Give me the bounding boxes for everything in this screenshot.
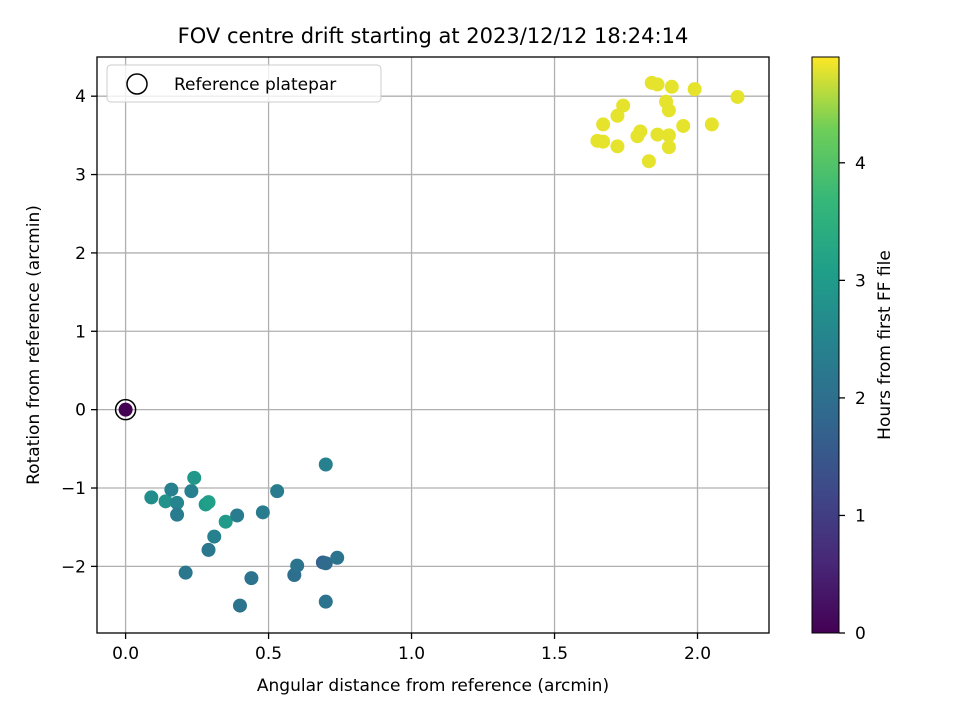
- scatter-point: [676, 118, 691, 133]
- scatter-point: [650, 127, 665, 142]
- scatter-point: [170, 507, 185, 522]
- colorbar-gradient: [811, 56, 840, 634]
- scatter-point: [596, 117, 611, 132]
- scatter-point: [610, 139, 625, 154]
- scatter-point: [230, 508, 245, 523]
- scatter-point: [318, 594, 333, 609]
- y-tick-label: 2: [75, 244, 86, 264]
- scatter-point: [290, 558, 305, 573]
- reference-platepar-marker: [114, 398, 137, 421]
- y-axis: −2 −1 0 1 2 3 4: [61, 87, 97, 577]
- scatter-point: [187, 470, 202, 485]
- scatter-point: [244, 571, 259, 586]
- scatter-point: [633, 124, 648, 139]
- y-axis-label: Rotation from reference (arcmin): [24, 205, 44, 485]
- scatter-point: [118, 402, 133, 417]
- x-tick-label: 0.5: [255, 644, 282, 664]
- y-tick-label: 4: [75, 87, 86, 107]
- scatter-points: [114, 75, 745, 613]
- colorbar-tick-label: 0: [855, 624, 866, 644]
- scatter-point: [201, 495, 216, 510]
- colorbar-label: Hours from first FF file: [875, 250, 895, 440]
- legend-label: Reference platepar: [174, 75, 336, 95]
- colorbar-tick-label: 2: [855, 389, 866, 409]
- scatter-point: [730, 89, 745, 104]
- legend: Reference platepar: [106, 64, 382, 103]
- y-tick-label: 1: [75, 322, 86, 342]
- colorbar-ticks: 0 1 2 3 4: [839, 154, 866, 644]
- legend-marker: [126, 73, 148, 95]
- legend-box: [106, 64, 382, 103]
- scatter-point: [610, 108, 625, 123]
- plot-frame: [96, 56, 770, 634]
- y-tick-label: −1: [61, 479, 86, 499]
- y-tick-label: 3: [75, 166, 86, 186]
- colorbar-tick-label: 4: [855, 154, 866, 174]
- scatter-point: [178, 565, 193, 580]
- scatter-point: [687, 82, 702, 97]
- scatter-point: [207, 529, 222, 544]
- scatter-point: [318, 457, 333, 472]
- x-tick-label: 1.5: [541, 644, 568, 664]
- scatter-point: [661, 140, 676, 155]
- scatter-point: [270, 484, 285, 499]
- scatter-point: [664, 79, 679, 94]
- x-tick-label: 1.0: [398, 644, 425, 664]
- x-axis-label: Angular distance from reference (arcmin): [257, 676, 609, 696]
- colorbar-tick-label: 3: [855, 271, 866, 291]
- colorbar-tick-label: 1: [855, 506, 866, 526]
- chart-title: FOV centre drift starting at 2023/12/12 …: [178, 24, 689, 48]
- scatter-point: [661, 128, 676, 143]
- scatter-point: [170, 495, 185, 510]
- scatter-point: [318, 556, 333, 571]
- x-tick-label: 2.0: [684, 644, 711, 664]
- scatter-point: [158, 494, 173, 509]
- colorbar: 0 1 2 3 4 Hours from first FF file: [811, 56, 895, 644]
- scatter-point: [184, 484, 199, 499]
- scatter-point: [232, 598, 247, 613]
- scatter-point: [164, 482, 179, 497]
- scatter-point: [650, 77, 665, 92]
- y-tick-label: 0: [75, 401, 86, 421]
- scatter-point: [704, 117, 719, 132]
- scatter-point: [596, 134, 611, 149]
- scatter-point: [201, 542, 216, 557]
- x-tick-label: 0.0: [112, 644, 139, 664]
- scatter-point: [218, 514, 233, 529]
- scatter-point: [330, 550, 345, 565]
- y-tick-label: −2: [61, 557, 86, 577]
- scatter-point: [661, 103, 676, 118]
- x-axis: 0.0 0.5 1.0 1.5 2.0: [112, 633, 711, 664]
- scatter-point: [616, 98, 631, 113]
- scatter-point: [144, 490, 159, 505]
- scatter-point: [255, 505, 270, 520]
- scatter-point: [641, 154, 656, 169]
